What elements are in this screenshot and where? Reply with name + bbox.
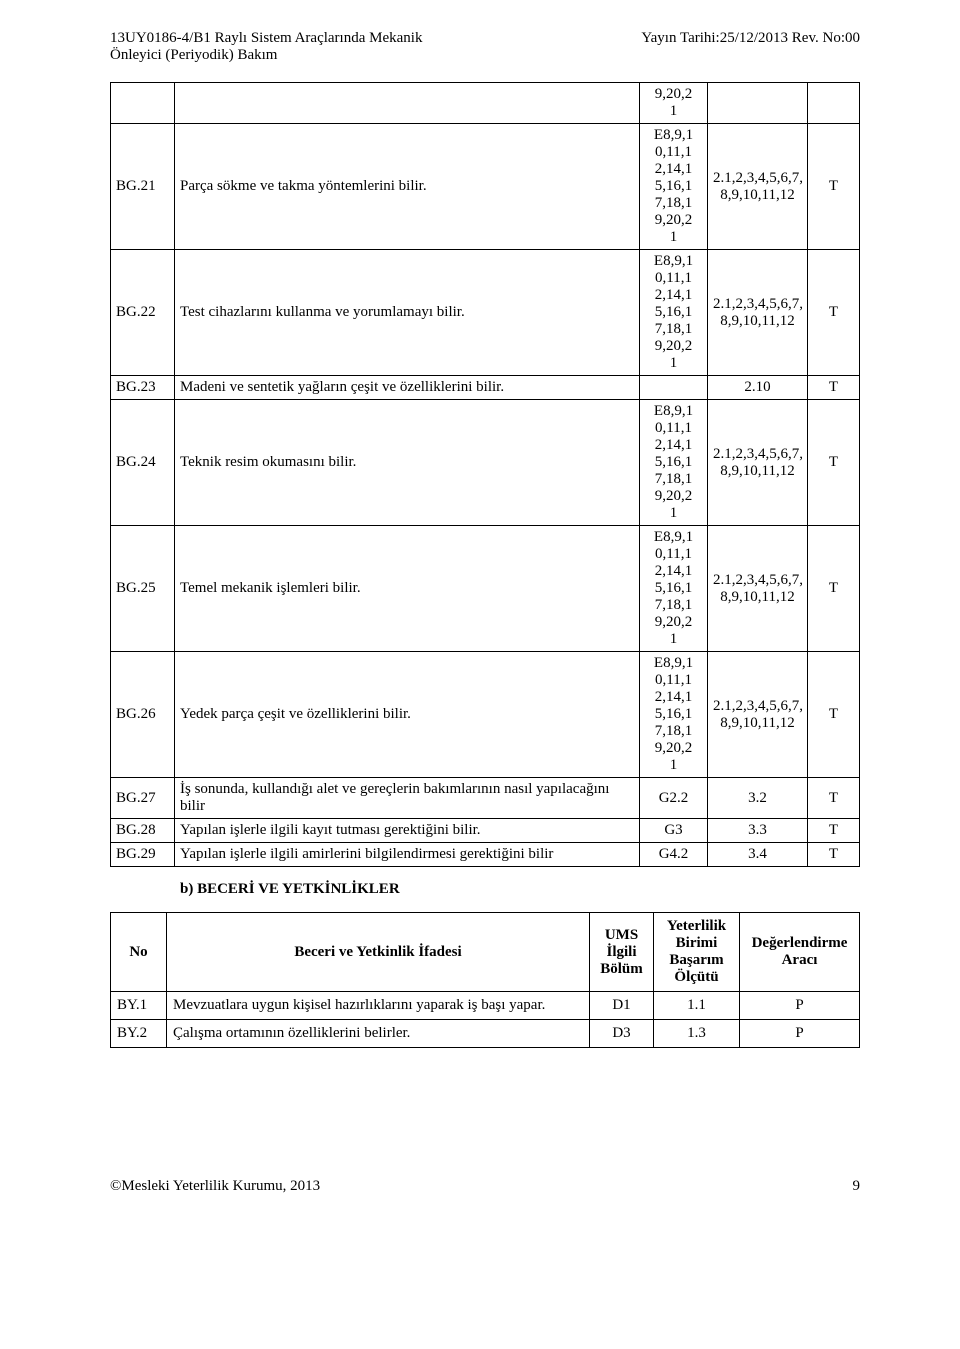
cell-no: BY.2 (111, 1020, 167, 1048)
cell-c2: 2.1,2,3,4,5,6,7,8,9,10,11,12 (708, 250, 808, 376)
page-header: 13UY0186-4/B1 Raylı Sistem Araçlarında M… (110, 30, 860, 64)
table-row: BG.22Test cihazlarını kullanma ve yoruml… (111, 250, 860, 376)
cell-code: BG.29 (111, 843, 175, 867)
th-no: No (111, 913, 167, 992)
cell-c1: E8,9,10,11,12,14,15,16,17,18,19,20,21 (640, 652, 708, 778)
th-c3: DeğerlendirmeAracı (740, 913, 860, 992)
second-table-body: BY.1Mevzuatlara uygun kişisel hazırlıkla… (111, 992, 860, 1048)
cell-code: BG.27 (111, 778, 175, 819)
cell-c1: G4.2 (640, 843, 708, 867)
cell-c2: 2.1,2,3,4,5,6,7,8,9,10,11,12 (708, 124, 808, 250)
table-row: BG.21Parça sökme ve takma yöntemlerini b… (111, 124, 860, 250)
th-desc: Beceri ve Yetkinlik İfadesi (167, 913, 590, 992)
cell-c2: 2.10 (708, 376, 808, 400)
second-table: No Beceri ve Yetkinlik İfadesi UMSİlgili… (110, 912, 860, 1048)
header-left: 13UY0186-4/B1 Raylı Sistem Araçlarında M… (110, 30, 422, 64)
cell-desc: İş sonunda, kullandığı alet ve gereçleri… (175, 778, 640, 819)
footer-right: 9 (853, 1178, 861, 1195)
header-right: Yayın Tarihi:25/12/2013 Rev. No:00 (641, 30, 860, 64)
page-footer: ©Mesleki Yeterlilik Kurumu, 2013 9 (110, 1178, 860, 1195)
cell-c3: T (808, 652, 860, 778)
cell-desc: Temel mekanik işlemleri bilir. (175, 526, 640, 652)
table-row: BG.28Yapılan işlerle ilgili kayıt tutmas… (111, 819, 860, 843)
cell-code: BG.26 (111, 652, 175, 778)
cell-c3 (808, 83, 860, 124)
cell-c2: 2.1,2,3,4,5,6,7,8,9,10,11,12 (708, 652, 808, 778)
cell-desc: Yedek parça çeşit ve özelliklerini bilir… (175, 652, 640, 778)
cell-c3: T (808, 124, 860, 250)
header-left-line2: Önleyici (Periyodik) Bakım (110, 47, 277, 63)
table-row: BG.24Teknik resim okumasını bilir.E8,9,1… (111, 400, 860, 526)
second-table-head-row: No Beceri ve Yetkinlik İfadesi UMSİlgili… (111, 913, 860, 992)
table-row: BG.25Temel mekanik işlemleri bilir.E8,9,… (111, 526, 860, 652)
main-table-body: 9,20,21BG.21Parça sökme ve takma yönteml… (111, 83, 860, 867)
page: 13UY0186-4/B1 Raylı Sistem Araçlarında M… (0, 0, 960, 1225)
table-row: BY.1Mevzuatlara uygun kişisel hazırlıkla… (111, 992, 860, 1020)
cell-c1: D1 (590, 992, 654, 1020)
cell-desc: Teknik resim okumasını bilir. (175, 400, 640, 526)
cell-c3: T (808, 526, 860, 652)
cell-desc: Yapılan işlerle ilgili kayıt tutması ger… (175, 819, 640, 843)
cell-code: BG.22 (111, 250, 175, 376)
cell-c1: E8,9,10,11,12,14,15,16,17,18,19,20,21 (640, 526, 708, 652)
cell-c1 (640, 376, 708, 400)
cell-desc: Çalışma ortamının özelliklerini belirler… (167, 1020, 590, 1048)
table-row: BG.27İş sonunda, kullandığı alet ve gere… (111, 778, 860, 819)
cell-c2 (708, 83, 808, 124)
cell-c2: 1.1 (654, 992, 740, 1020)
cell-code: BG.24 (111, 400, 175, 526)
cell-c3: P (740, 1020, 860, 1048)
header-left-line1: 13UY0186-4/B1 Raylı Sistem Araçlarında M… (110, 30, 422, 46)
cell-c3: P (740, 992, 860, 1020)
main-table: 9,20,21BG.21Parça sökme ve takma yönteml… (110, 82, 860, 867)
cell-c3: T (808, 376, 860, 400)
cell-code: BG.25 (111, 526, 175, 652)
cell-c3: T (808, 819, 860, 843)
table-row: 9,20,21 (111, 83, 860, 124)
cell-c1: E8,9,10,11,12,14,15,16,17,18,19,20,21 (640, 250, 708, 376)
th-c1: UMSİlgiliBölüm (590, 913, 654, 992)
table-row: BG.29Yapılan işlerle ilgili amirlerini b… (111, 843, 860, 867)
cell-code: BG.21 (111, 124, 175, 250)
cell-c2: 1.3 (654, 1020, 740, 1048)
footer-left: ©Mesleki Yeterlilik Kurumu, 2013 (110, 1178, 320, 1195)
cell-c3: T (808, 778, 860, 819)
cell-c1: G3 (640, 819, 708, 843)
header-right-text: Yayın Tarihi:25/12/2013 Rev. No:00 (641, 30, 860, 46)
cell-c3: T (808, 843, 860, 867)
cell-no: BY.1 (111, 992, 167, 1020)
cell-code (111, 83, 175, 124)
table-row: BG.23Madeni ve sentetik yağların çeşit v… (111, 376, 860, 400)
cell-c1: D3 (590, 1020, 654, 1048)
cell-c2: 2.1,2,3,4,5,6,7,8,9,10,11,12 (708, 526, 808, 652)
cell-desc: Madeni ve sentetik yağların çeşit ve öze… (175, 376, 640, 400)
cell-c3: T (808, 400, 860, 526)
cell-c1: G2.2 (640, 778, 708, 819)
table-row: BG.26Yedek parça çeşit ve özelliklerini … (111, 652, 860, 778)
table-row: BY.2Çalışma ortamının özelliklerini beli… (111, 1020, 860, 1048)
cell-desc (175, 83, 640, 124)
cell-c2: 2.1,2,3,4,5,6,7,8,9,10,11,12 (708, 400, 808, 526)
cell-code: BG.28 (111, 819, 175, 843)
section-b-heading: b) BECERİ VE YETKİNLİKLER (180, 881, 860, 898)
cell-c1: E8,9,10,11,12,14,15,16,17,18,19,20,21 (640, 124, 708, 250)
cell-c2: 3.3 (708, 819, 808, 843)
cell-c2: 3.4 (708, 843, 808, 867)
cell-desc: Parça sökme ve takma yöntemlerini bilir. (175, 124, 640, 250)
th-c2: YeterlilikBirimiBaşarımÖlçütü (654, 913, 740, 992)
cell-code: BG.23 (111, 376, 175, 400)
cell-c3: T (808, 250, 860, 376)
cell-c1: 9,20,21 (640, 83, 708, 124)
cell-desc: Test cihazlarını kullanma ve yorumlamayı… (175, 250, 640, 376)
cell-c2: 3.2 (708, 778, 808, 819)
cell-desc: Yapılan işlerle ilgili amirlerini bilgil… (175, 843, 640, 867)
cell-c1: E8,9,10,11,12,14,15,16,17,18,19,20,21 (640, 400, 708, 526)
cell-desc: Mevzuatlara uygun kişisel hazırlıklarını… (167, 992, 590, 1020)
